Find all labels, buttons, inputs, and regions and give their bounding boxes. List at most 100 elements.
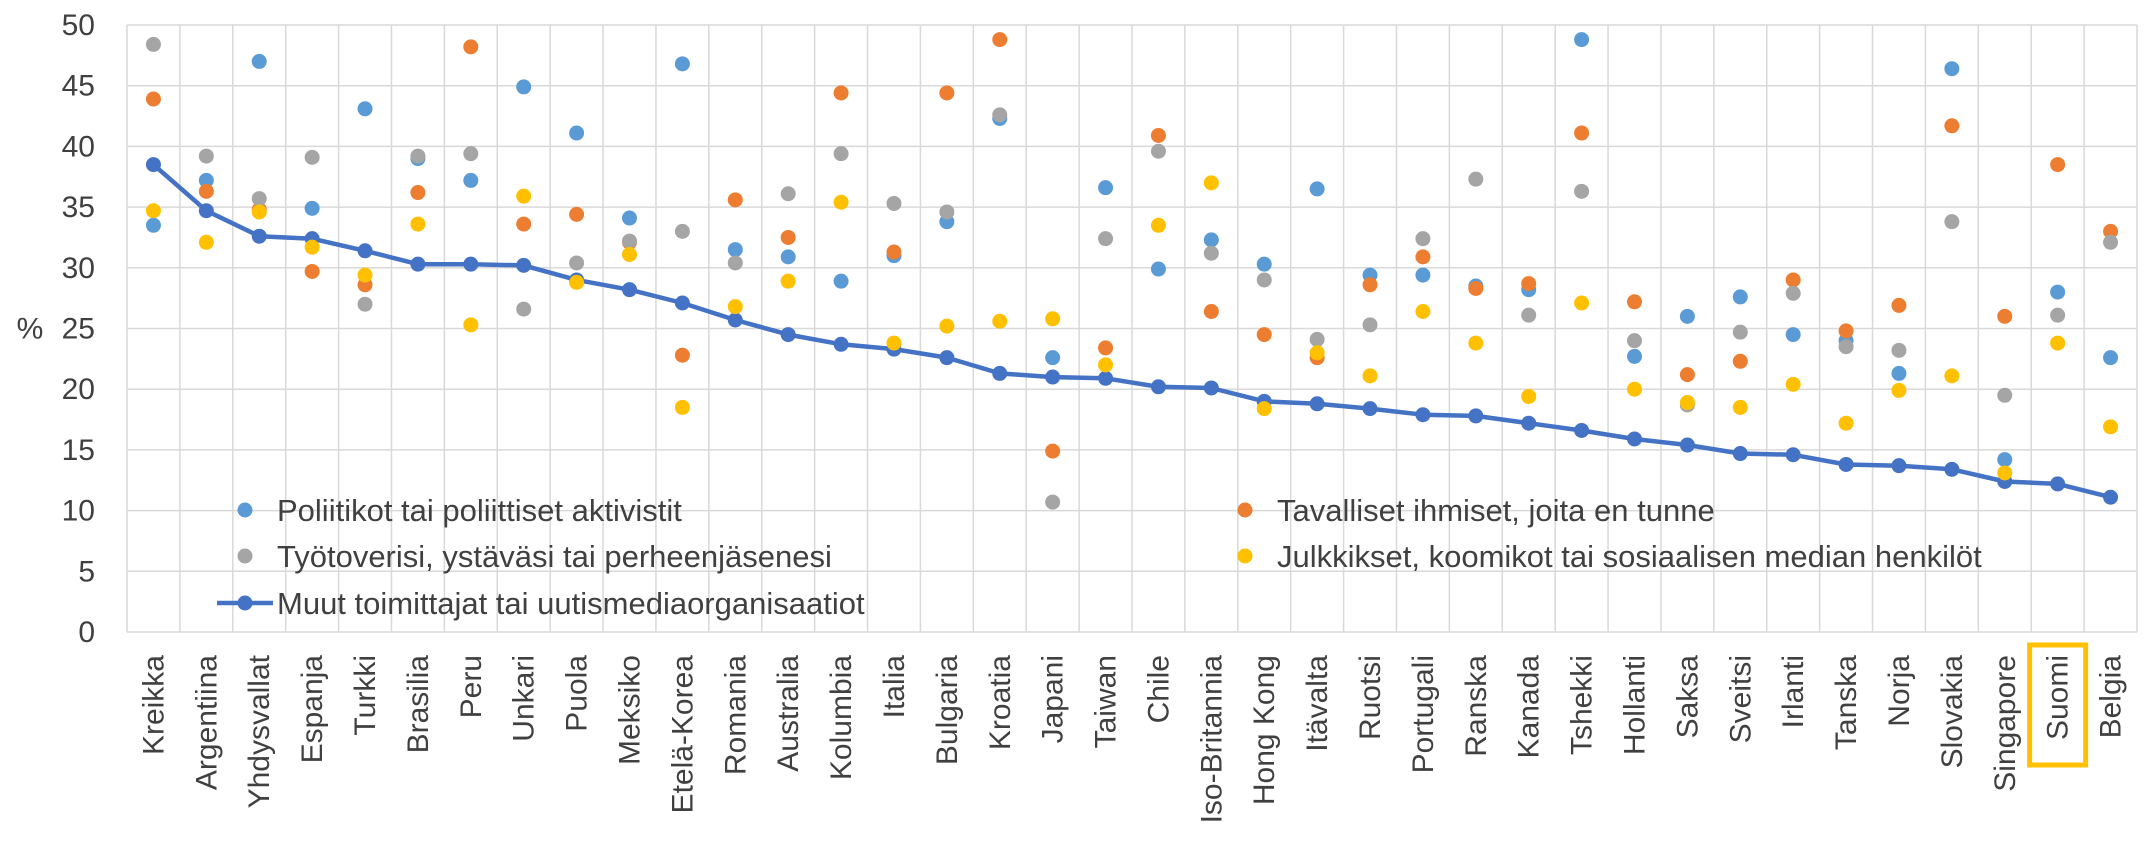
category-label-peru: Peru (455, 655, 488, 718)
line-point-kanada (1521, 415, 1537, 431)
category-label-etela-korea: Etelä-Korea (666, 655, 699, 814)
category-label-kanada: Kanada (1513, 655, 1546, 759)
point-s2-kolumbia (833, 146, 849, 162)
category-label-bulgaria: Bulgaria (931, 655, 964, 765)
point-s1-espanja (304, 263, 320, 279)
point-s0-singapore (1997, 452, 2013, 468)
y-tick-label: 20 (62, 373, 95, 406)
point-s3-kreikka (145, 203, 161, 219)
category-label-suomi: Suomi (2042, 655, 2075, 740)
point-s3-unkari (516, 188, 532, 204)
y-axis: 0 5 10 15 20 25 30 35 40 45 50% (17, 9, 95, 649)
point-s1-sveitsi (1732, 353, 1748, 369)
point-s2-peru (463, 146, 479, 162)
point-s1-slovakia (1944, 118, 1960, 134)
category-label-argentiina: Argentiina (190, 655, 223, 790)
line-point-itavalta (1309, 396, 1325, 412)
line-point-yhdysvallat (251, 228, 267, 244)
line-point-kolumbia (833, 336, 849, 352)
point-s0-etela-korea (674, 56, 690, 72)
point-s3-sveitsi (1732, 399, 1748, 415)
point-s0-yhdysvallat (251, 53, 267, 69)
category-label-italia: Italia (878, 655, 911, 719)
point-s2-etela-korea (674, 223, 690, 239)
point-s1-iso-britannia (1203, 304, 1219, 320)
point-s1-hong-kong (1256, 327, 1272, 343)
point-s1-unkari (516, 216, 532, 232)
point-s3-bulgaria (939, 318, 955, 334)
category-label-sveitsi: Sveitsi (1724, 655, 1757, 743)
point-s3-puola (569, 274, 585, 290)
point-s0-meksiko (622, 210, 637, 226)
grid (126, 24, 2138, 633)
legend-label-julkkikset-koomikot-tai-sosiaalisen-median-henkilot: Julkkikset, koomikot tai sosiaalisen med… (1277, 539, 1982, 574)
point-s1-belgia (2103, 223, 2119, 239)
point-s2-australia (780, 186, 796, 202)
point-s3-kroatia (992, 313, 1008, 329)
point-s0-irlanti (1785, 327, 1801, 343)
point-s0-peru (463, 172, 479, 188)
point-s2-yhdysvallat (251, 191, 267, 207)
category-label-australia: Australia (772, 655, 805, 772)
point-s2-hong-kong (1256, 272, 1272, 288)
category-label-meksiko: Meksiko (614, 655, 647, 765)
point-s1-italia (886, 244, 902, 260)
line-point-kreikka (145, 157, 161, 173)
legend-label-tavalliset-ihmiset-joita-en-tunne: Tavalliset ihmiset, joita en tunne (1277, 493, 1715, 528)
category-label-ruotsi: Ruotsi (1354, 655, 1387, 740)
point-s1-bulgaria (939, 85, 955, 101)
point-s2-hollanti (1627, 333, 1642, 349)
point-s3-kolumbia (833, 194, 849, 210)
point-s1-ranska (1468, 280, 1484, 296)
line-point-kroatia (992, 365, 1008, 381)
point-s2-norja (1891, 342, 1907, 358)
category-label-japani: Japani (1037, 655, 1070, 743)
point-s1-kanada (1521, 276, 1537, 292)
point-s1-romania (727, 192, 743, 208)
point-s3-ranska (1468, 335, 1484, 351)
line-point-norja (1891, 458, 1907, 474)
category-label-yhdysvallat: Yhdysvallat (243, 654, 276, 808)
point-s1-argentiina (198, 183, 214, 199)
point-s2-japani (1045, 494, 1061, 510)
point-s2-kreikka (145, 36, 161, 52)
point-s1-irlanti (1785, 272, 1801, 288)
point-s2-belgia (2103, 234, 2119, 250)
line-point-sveitsi (1732, 446, 1748, 462)
line-point-suomi (2050, 476, 2066, 492)
point-s0-belgia (2103, 350, 2119, 366)
point-s3-romania (727, 299, 743, 315)
point-s3-slovakia (1944, 368, 1960, 384)
point-s0-australia (780, 249, 796, 265)
point-s0-puola (569, 125, 585, 141)
point-s2-meksiko (622, 233, 637, 249)
point-s2-taiwan (1098, 231, 1114, 247)
category-label-puola: Puola (561, 655, 594, 732)
line-point-ruotsi (1362, 401, 1378, 417)
point-s1-japani (1045, 443, 1061, 459)
y-tick-label: 30 (62, 252, 95, 285)
point-s3-kanada (1521, 388, 1537, 404)
point-s1-brasilia (410, 185, 426, 201)
point-s3-itavalta (1309, 345, 1325, 361)
legend-label-tyotoverisi-ystavasi-tai-perheenjasenesi: Työtoverisi, ystäväsi tai perheenjäsenes… (277, 539, 832, 574)
line-point-taiwan (1098, 370, 1114, 386)
point-s0-romania (727, 242, 743, 258)
point-s0-portugali (1415, 267, 1431, 283)
point-s3-yhdysvallat (251, 204, 267, 220)
point-s0-itavalta (1309, 181, 1325, 197)
point-s1-puola (569, 206, 585, 222)
y-tick-label: 0 (78, 616, 95, 649)
line-point-peru (463, 256, 479, 272)
point-s2-singapore (1997, 387, 2013, 403)
category-label-belgia: Belgia (2095, 655, 2128, 739)
y-tick-label: 50 (62, 9, 95, 42)
point-s3-turkki (357, 267, 373, 283)
point-s3-iso-britannia (1203, 175, 1219, 191)
point-s3-singapore (1997, 465, 2013, 481)
point-s0-norja (1891, 365, 1907, 381)
point-s2-brasilia (410, 148, 426, 164)
legend-swatch-dot (237, 595, 253, 611)
line-point-saksa (1679, 437, 1695, 453)
